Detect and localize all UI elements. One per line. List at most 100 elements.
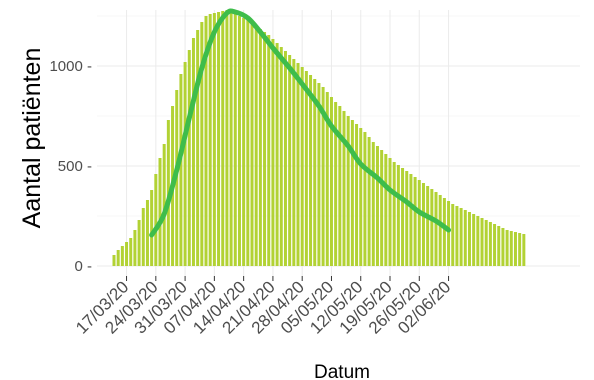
bar	[509, 231, 513, 266]
bar	[191, 38, 195, 266]
bar	[233, 14, 237, 266]
bar	[367, 137, 371, 266]
bar	[267, 35, 271, 266]
bar	[137, 220, 141, 266]
bar	[338, 106, 342, 266]
bar	[196, 30, 200, 266]
bar	[275, 43, 279, 266]
bar	[363, 132, 367, 266]
y-axis-ticks: 0 - 500 - 1000 -	[49, 58, 92, 275]
bar	[200, 22, 204, 266]
bar	[300, 67, 304, 266]
bar	[476, 216, 480, 266]
bar	[459, 208, 463, 266]
bar	[405, 171, 409, 266]
bar	[388, 158, 392, 266]
bar	[430, 189, 434, 266]
bar	[421, 183, 425, 266]
bar	[493, 224, 497, 266]
bar	[317, 83, 321, 266]
bar	[329, 97, 333, 266]
bar	[472, 214, 476, 266]
bar	[401, 168, 405, 266]
bar	[221, 11, 225, 266]
bar	[480, 218, 484, 266]
bar	[271, 39, 275, 266]
bar	[384, 154, 388, 266]
bar	[371, 142, 375, 266]
bar	[342, 111, 346, 266]
x-axis-title: Datum	[314, 362, 370, 380]
bar	[304, 71, 308, 266]
bar	[112, 255, 116, 266]
bar	[396, 165, 400, 266]
bar	[283, 51, 287, 266]
bar	[434, 192, 438, 266]
bar	[217, 12, 221, 266]
bar	[451, 204, 455, 266]
bar	[497, 226, 501, 266]
bar	[447, 201, 451, 266]
bar	[355, 124, 359, 266]
bar	[150, 190, 154, 266]
bar	[288, 55, 292, 266]
bar	[321, 87, 325, 266]
bar	[292, 59, 296, 266]
bar	[518, 233, 522, 266]
bar	[179, 74, 183, 266]
bar	[187, 50, 191, 266]
y-tick-label: 1000 -	[49, 58, 92, 75]
bar	[208, 14, 212, 266]
bar	[183, 62, 187, 266]
bar	[212, 13, 216, 266]
bar	[145, 200, 149, 266]
bar	[467, 212, 471, 266]
bar	[204, 16, 208, 266]
bar	[513, 232, 517, 266]
bar	[350, 120, 354, 266]
bar	[242, 18, 246, 266]
bar	[129, 238, 133, 266]
bar	[258, 29, 262, 266]
bar	[120, 246, 124, 266]
bar	[488, 222, 492, 266]
bar	[254, 26, 258, 266]
bar	[375, 146, 379, 266]
bar	[158, 158, 162, 266]
bar	[426, 186, 430, 266]
bar	[392, 162, 396, 266]
bar	[522, 234, 526, 266]
bar	[438, 195, 442, 266]
bar	[325, 92, 329, 266]
bar	[413, 177, 417, 266]
bar	[141, 208, 145, 266]
bar	[484, 220, 488, 266]
trend-line	[149, 8, 452, 238]
y-axis-title: Aantal patiënten	[18, 48, 46, 229]
bar	[296, 63, 300, 266]
y-tick-label: 0 -	[74, 258, 92, 275]
bar	[505, 230, 509, 266]
trend-line-series	[149, 8, 452, 238]
bar-series	[112, 10, 526, 266]
bar	[380, 150, 384, 266]
bar	[463, 210, 467, 266]
bar	[225, 10, 229, 266]
x-axis-ticks: 17/03/2024/03/2031/03/2007/04/2014/04/20…	[72, 276, 454, 338]
bar	[417, 180, 421, 266]
bar	[229, 12, 233, 266]
bar	[279, 47, 283, 266]
bar	[263, 32, 267, 266]
bar	[237, 16, 241, 266]
bar	[154, 174, 158, 266]
bar	[250, 23, 254, 266]
bar	[313, 79, 317, 266]
bar	[359, 128, 363, 266]
bar	[334, 102, 338, 266]
bar	[125, 242, 129, 266]
bar	[309, 75, 313, 266]
bar	[409, 174, 413, 266]
bar	[133, 230, 137, 266]
bar	[346, 116, 350, 266]
